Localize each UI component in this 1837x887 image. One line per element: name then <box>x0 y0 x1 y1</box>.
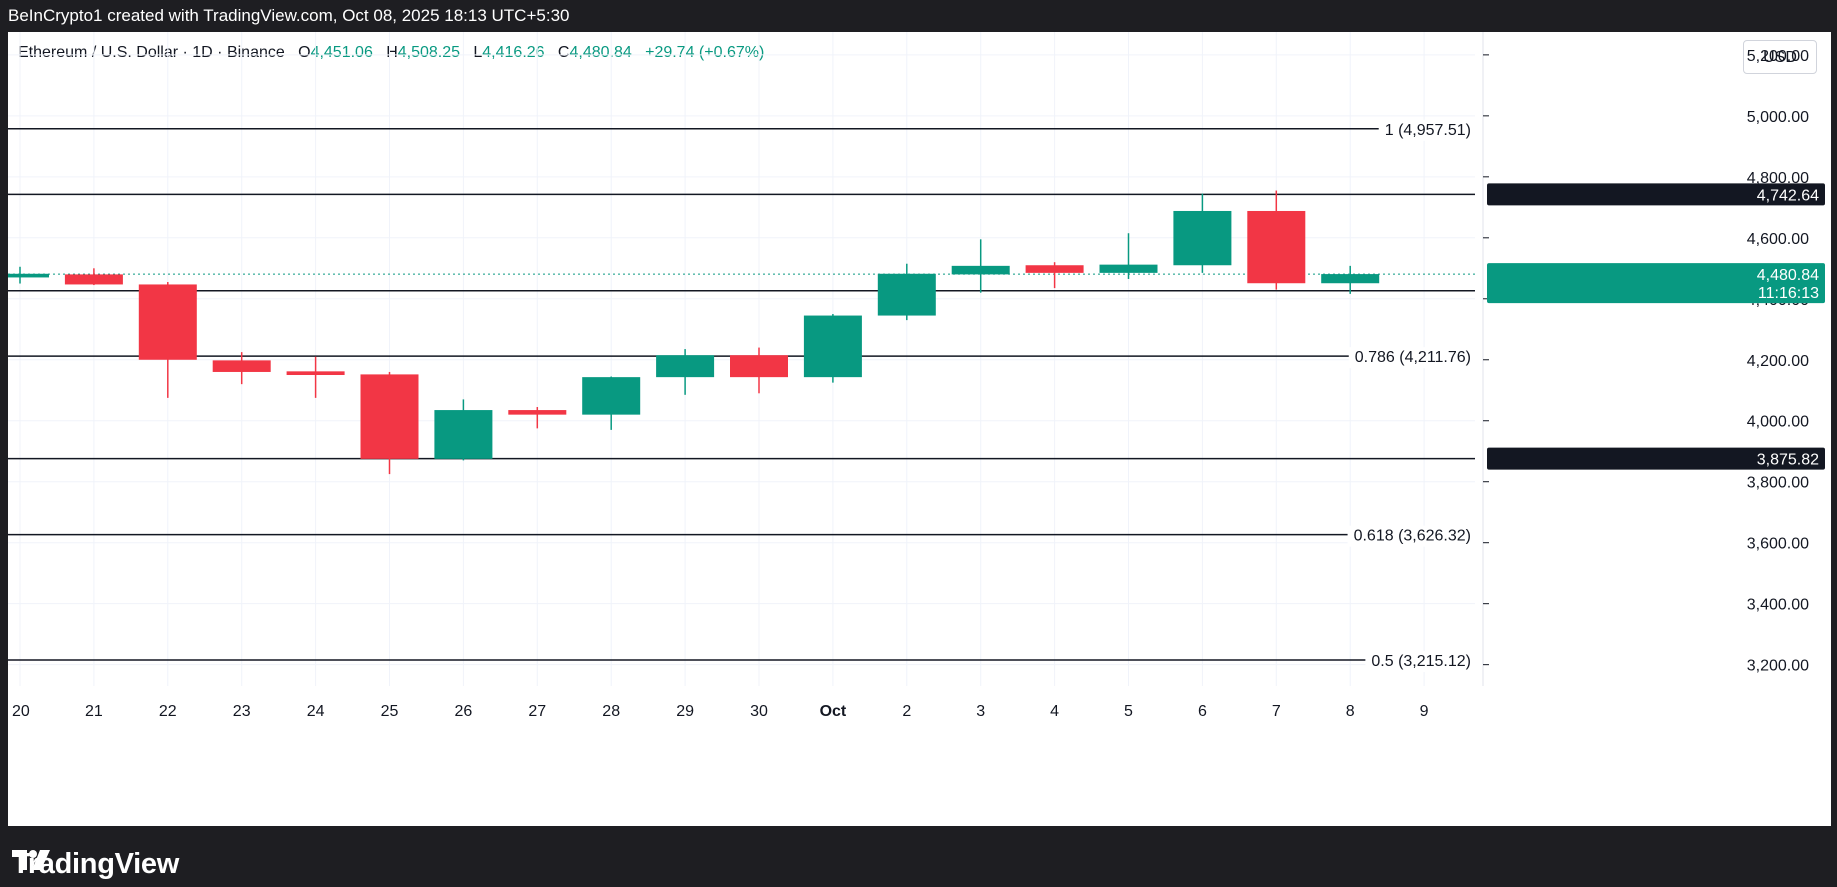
close-label: C <box>557 44 570 61</box>
change-value: +29.74 (+0.67%) <box>645 44 765 61</box>
y-tick-label: 3,400.00 <box>1747 597 1809 614</box>
x-tick-label: 6 <box>1198 703 1207 720</box>
open-value: 4,451.06 <box>310 44 373 61</box>
candle-body <box>1099 264 1158 273</box>
symbol-legend: Ethereum / U.S. Dollar · 1D · Binance O4… <box>18 44 764 62</box>
x-tick-label: 7 <box>1272 703 1281 720</box>
x-tick-label: 26 <box>455 703 473 720</box>
candle-body <box>877 273 936 316</box>
low-value: 4,416.26 <box>482 44 545 61</box>
fib-level-label: 0.618 (3,626.32) <box>1354 528 1471 545</box>
x-tick-label: 23 <box>233 703 251 720</box>
candle-body <box>212 360 271 372</box>
high-label: H <box>386 44 398 61</box>
x-tick-label: 27 <box>528 703 546 720</box>
x-tick-label: Oct <box>820 703 847 720</box>
attribution-text: BeInCrypto1 created with TradingView.com… <box>8 6 570 25</box>
x-tick-label: 29 <box>676 703 694 720</box>
current-price-label: 4,480.84 <box>1757 267 1819 284</box>
candle-body <box>803 315 862 378</box>
fib-label-background <box>1347 525 1475 547</box>
close-value: 4,480.84 <box>569 44 632 61</box>
candle-body <box>951 265 1010 275</box>
x-tick-label: 8 <box>1346 703 1355 720</box>
countdown-label: 11:16:13 <box>1758 285 1819 302</box>
y-tick-label: 4,600.00 <box>1747 231 1809 248</box>
candle-body <box>1173 210 1232 266</box>
y-tick-label: 3,800.00 <box>1747 475 1809 492</box>
y-tick-label: 4,200.00 <box>1747 353 1809 370</box>
candle-body <box>360 374 419 459</box>
x-tick-label: 21 <box>85 703 103 720</box>
x-tick-label: 4 <box>1050 703 1059 720</box>
price-tag-label: 4,742.64 <box>1757 187 1819 204</box>
candle-body <box>508 410 567 415</box>
y-tick-label: 4,800.00 <box>1747 170 1809 187</box>
open-label: O <box>298 44 311 61</box>
symbol-name[interactable]: Ethereum / U.S. Dollar · 1D · Binance <box>18 44 285 61</box>
candle-body <box>138 284 197 360</box>
tradingview-footer: TradingView <box>12 848 179 880</box>
candlestick-chart[interactable]: 1 (4,957.51) 0.786 (4,211.76) 0.618 (3,626… <box>8 32 1831 826</box>
price-tag <box>1487 183 1825 206</box>
x-tick-label: 30 <box>750 703 768 720</box>
x-tick-label: 5 <box>1124 703 1133 720</box>
x-tick-label: 3 <box>976 703 985 720</box>
x-tick-label: 28 <box>602 703 620 720</box>
x-tick-label: 25 <box>381 703 399 720</box>
candle-body <box>434 410 493 459</box>
price-tag-label: 3,875.82 <box>1757 452 1819 469</box>
x-tick-label: 9 <box>1420 703 1429 720</box>
candle-body <box>582 377 641 415</box>
x-tick-label: 2 <box>902 703 911 720</box>
tradingview-logo-icon <box>12 850 50 870</box>
candle-body <box>286 371 345 376</box>
chart-panel[interactable]: Ethereum / U.S. Dollar · 1D · Binance O4… <box>8 32 1831 826</box>
candle-body <box>1025 265 1084 273</box>
candle-body <box>8 273 49 278</box>
x-tick-label: 24 <box>307 703 325 720</box>
fib-label-background <box>1365 651 1475 673</box>
candle-body <box>656 355 715 378</box>
y-tick-label: 4,000.00 <box>1747 414 1809 431</box>
fib-level-label: 0.5 (3,215.12) <box>1371 653 1471 670</box>
y-tick-label: 5,000.00 <box>1747 109 1809 126</box>
fib-level-label: 1 (4,957.51) <box>1385 122 1471 139</box>
fib-level-label: 0.786 (4,211.76) <box>1355 349 1471 366</box>
currency-button[interactable]: USD <box>1743 40 1817 74</box>
candle-body <box>730 355 788 378</box>
x-tick-label: 22 <box>159 703 177 720</box>
candle-body <box>64 274 123 285</box>
fib-label-background <box>1348 347 1475 369</box>
high-value: 4,508.25 <box>397 44 461 61</box>
low-label: L <box>473 44 483 61</box>
candle-body <box>1321 274 1380 284</box>
current-price-tag <box>1487 263 1825 304</box>
price-tag <box>1487 447 1825 470</box>
x-tick-label: 20 <box>12 703 30 720</box>
y-tick-label: 3,200.00 <box>1747 658 1809 675</box>
candle-body <box>1247 210 1306 284</box>
y-tick-label: 3,600.00 <box>1747 536 1809 553</box>
y-tick-label: 5,200.00 <box>1747 48 1809 65</box>
fib-label-background <box>1378 119 1475 141</box>
